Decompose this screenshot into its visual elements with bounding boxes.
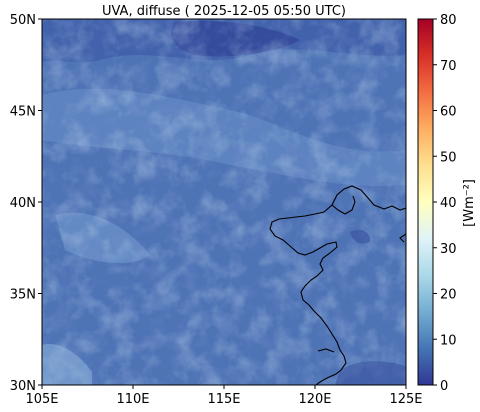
- coastline: [269, 185, 406, 385]
- uva-field: [42, 19, 406, 385]
- y-tick-label: 45N: [10, 105, 36, 120]
- x-tick-label: 115E: [207, 392, 240, 407]
- colorbar-tick-label: 10: [440, 333, 457, 348]
- colorbar-tick-label: 20: [440, 288, 457, 303]
- coastline-peninsula: [331, 195, 356, 215]
- colorbar-ticks: 0 10 20 30 40 50 60 70 80: [433, 13, 457, 394]
- bright-patch-southwest: [42, 344, 92, 385]
- dark-texture: [42, 19, 406, 385]
- map-title: UVA, diffuse ( 2025-12-05 05:50 UTC): [102, 4, 346, 19]
- x-tick-label: 125E: [389, 392, 422, 407]
- colorbar-tick-label: 70: [440, 59, 457, 74]
- colorbar-tick-label: 60: [440, 105, 457, 120]
- colorbar: [417, 18, 434, 386]
- x-axis-ticks: 105E 110E 115E 120E 125E: [25, 385, 423, 407]
- colorbar-tick-label: 80: [440, 13, 457, 28]
- x-tick-label: 120E: [298, 392, 331, 407]
- colorbar-tick-label: 30: [440, 242, 457, 257]
- colorbar-tick-label: 50: [440, 150, 457, 165]
- y-tick-label: 30N: [10, 379, 36, 394]
- y-tick-label: 35N: [10, 288, 36, 303]
- y-tick-label: 50N: [10, 13, 36, 28]
- coastline-east-edge: [399, 233, 406, 243]
- x-tick-label: 105E: [25, 392, 58, 407]
- y-axis-ticks: 30N 35N 40N 45N 50N: [10, 13, 42, 394]
- coastline-island: [317, 348, 335, 353]
- y-tick-label: 40N: [10, 196, 36, 211]
- colorbar-tick-label: 40: [440, 196, 457, 211]
- colorbar-label: [Wm⁻²]: [462, 179, 477, 227]
- colorbar-tick-label: 0: [440, 379, 448, 394]
- low-value-patch-southeast: [335, 361, 406, 385]
- low-value-patch-bay: [350, 229, 371, 244]
- x-tick-label: 110E: [116, 392, 149, 407]
